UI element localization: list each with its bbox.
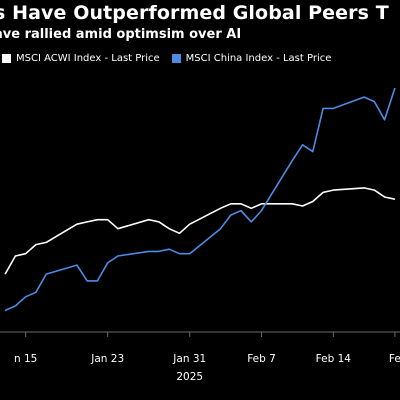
x-tick-label: Fe — [389, 353, 400, 365]
x-tick-label: Feb 14 — [316, 353, 352, 365]
legend-label-china: MSCI China Index - Last Price — [185, 53, 332, 64]
x-tick-label: n 15 — [14, 353, 37, 365]
legend-item-acwi: MSCI ACWI Index - Last Price — [2, 53, 160, 64]
legend: MSCI ACWI Index - Last Price MSCI China … — [2, 53, 343, 64]
chart-title: s Have Outperformed Global Peers T — [0, 2, 389, 24]
legend-item-china: MSCI China Index - Last Price — [171, 53, 332, 64]
chart-subtitle: ave rallied amid optimsim over AI — [0, 27, 242, 42]
x-year-label: 2025 — [176, 371, 203, 383]
x-tick-label: Jan 31 — [172, 353, 206, 365]
series-line-china — [4, 87, 396, 312]
legend-swatch-china — [171, 54, 181, 63]
x-tick-label: Jan 23 — [90, 353, 124, 365]
series-line-acwi — [4, 187, 396, 275]
legend-label-acwi: MSCI ACWI Index - Last Price — [16, 53, 160, 64]
legend-swatch-acwi — [2, 54, 11, 63]
x-tick-label: Feb 7 — [247, 353, 276, 365]
